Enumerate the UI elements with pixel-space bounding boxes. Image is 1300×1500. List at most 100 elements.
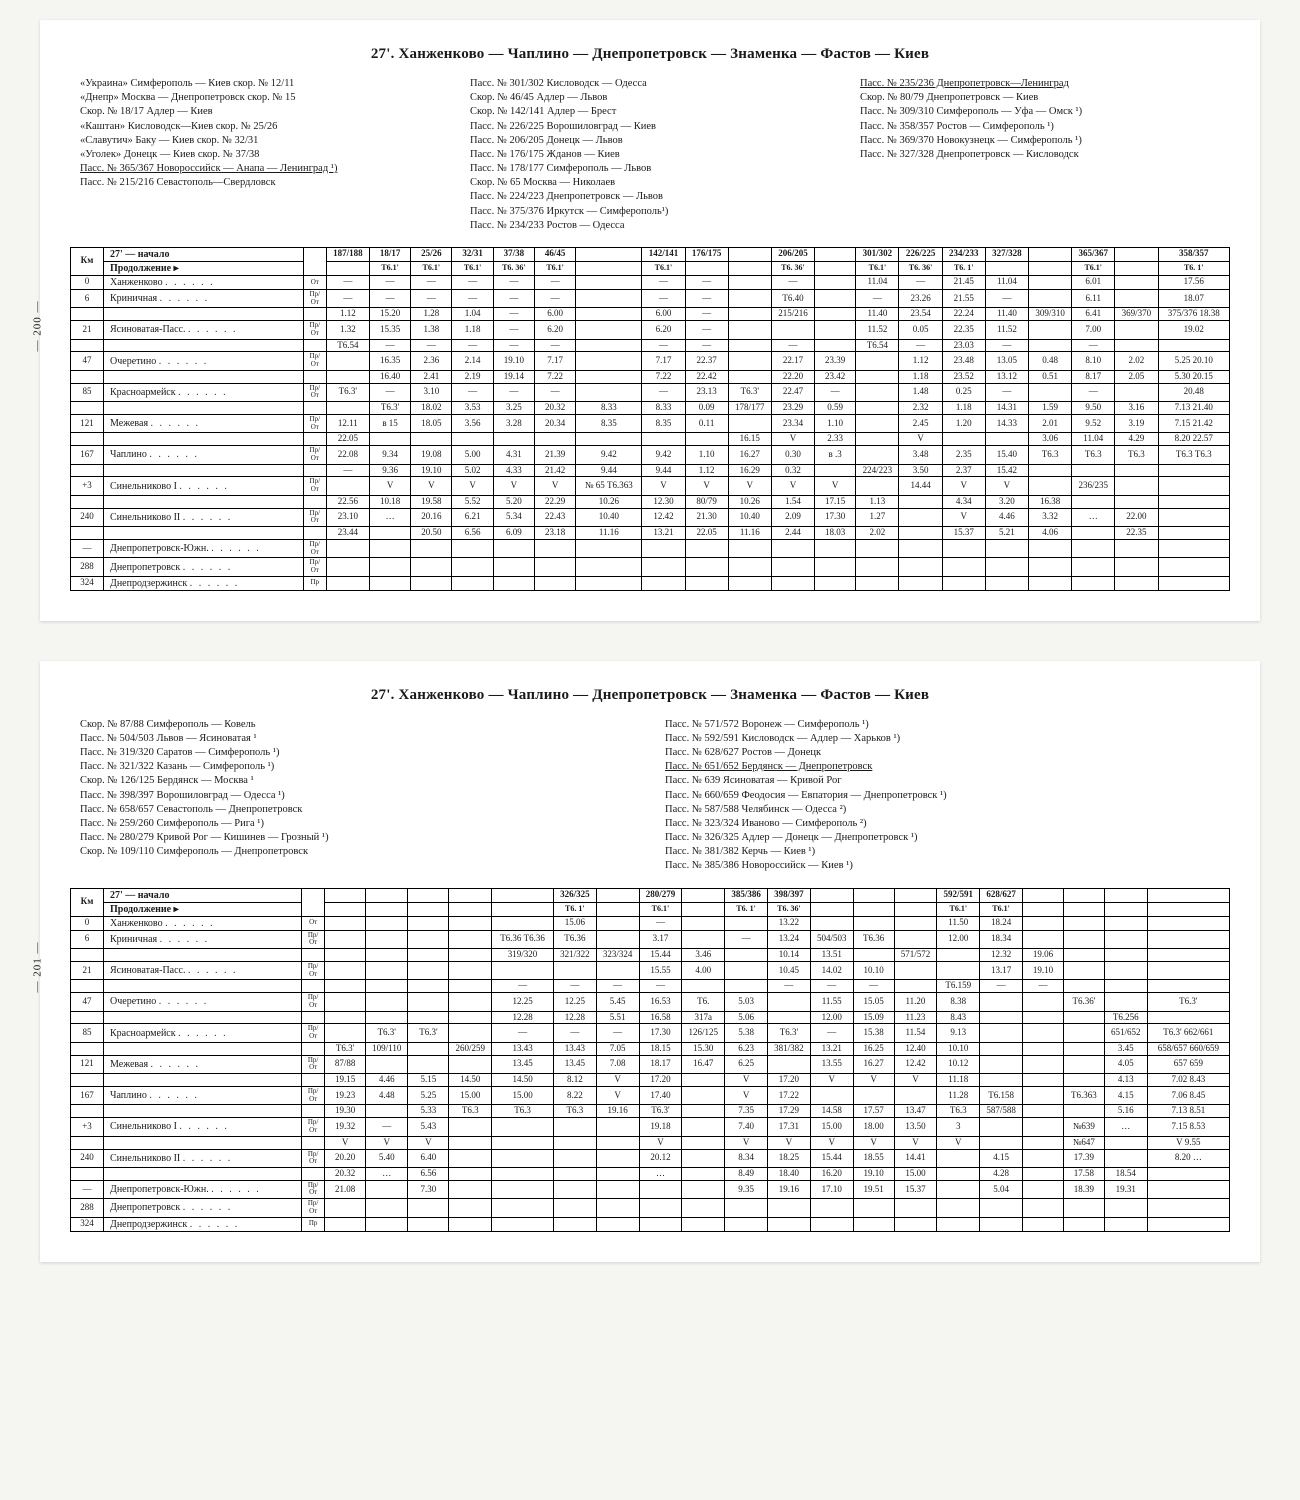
arr-dep: Пр — [303, 576, 326, 590]
train-number: 358/357 — [1158, 247, 1229, 261]
km-cell: 47 — [71, 993, 104, 1011]
time-cell — [369, 576, 410, 590]
time-cell: V — [894, 1074, 937, 1087]
train-number — [492, 888, 554, 902]
arr-dep: Пр/От — [302, 930, 325, 948]
station-name: Криничная — [104, 289, 304, 307]
time-cell: 13.50 — [894, 1118, 937, 1136]
time-cell: 13.24 — [767, 930, 810, 948]
time-cell: 11.28 — [937, 1086, 980, 1104]
time-cell — [980, 1118, 1023, 1136]
time-cell: 19.02 — [1158, 321, 1229, 339]
time-cell: 6.25 — [725, 1055, 768, 1073]
time-cell — [492, 1180, 554, 1198]
time-cell: 15.55 — [639, 961, 682, 979]
train-sub: Т6. 36' — [767, 902, 810, 916]
time-cell — [1104, 949, 1147, 962]
time-cell: 18.07 — [1158, 289, 1229, 307]
time-cell: 14.31 — [985, 402, 1028, 415]
route-line: «Уголек» Донецк — Киев скор. № 37/38 — [80, 148, 440, 162]
time-cell: 12.42 — [894, 1055, 937, 1073]
time-cell: 20.48 — [1158, 383, 1229, 401]
time-cell: 80/79 — [685, 495, 728, 508]
time-cell: 6.56 — [452, 527, 493, 540]
station-name: Синельниково II — [104, 1149, 302, 1167]
time-cell — [535, 540, 576, 558]
time-cell — [856, 540, 899, 558]
arr-dep: Пр/От — [302, 993, 325, 1011]
time-cell — [894, 916, 937, 930]
time-cell: 3.19 — [1115, 414, 1158, 432]
time-cell: Т6.3 — [1115, 446, 1158, 464]
time-cell: 22.29 — [535, 495, 576, 508]
time-cell: 20.50 — [411, 527, 452, 540]
time-cell: 0.51 — [1029, 370, 1072, 383]
time-cell: 2.32 — [899, 402, 942, 415]
time-cell: 19.18 — [639, 1118, 682, 1136]
arr-dep: Пр/От — [302, 1180, 325, 1198]
time-cell — [682, 1136, 725, 1149]
time-cell: — — [535, 275, 576, 289]
time-cell — [408, 1217, 449, 1231]
time-cell: №639 — [1063, 1118, 1104, 1136]
time-cell: 10.10 — [853, 961, 894, 979]
time-cell: 1.59 — [1029, 402, 1072, 415]
time-cell: Т6.256 — [1104, 1011, 1147, 1024]
route-line: Пасс. № 365/367 Новороссийск — Анапа — Л… — [80, 162, 440, 176]
time-cell — [411, 433, 452, 446]
time-cell: 19.32 — [325, 1118, 366, 1136]
train-sub: Т6.1' — [411, 261, 452, 275]
time-cell — [937, 1167, 980, 1180]
time-cell: 10.40 — [728, 508, 771, 526]
station-name: Ясиноватая-Пасс. — [104, 321, 304, 339]
time-cell: 13.21 — [810, 1042, 853, 1055]
time-cell — [493, 540, 534, 558]
time-cell: 1.12 — [326, 308, 369, 321]
km-cell: 240 — [71, 508, 104, 526]
time-cell — [493, 576, 534, 590]
time-cell — [553, 961, 596, 979]
time-cell: V — [725, 1074, 768, 1087]
time-cell — [980, 1136, 1023, 1149]
time-cell: 0.11 — [685, 414, 728, 432]
time-cell: 8.17 — [1072, 370, 1115, 383]
time-cell — [1104, 1136, 1147, 1149]
route-line: Пасс. № 235/236 Днепропетровск—Ленинград — [860, 77, 1220, 91]
time-cell: 19.31 — [1104, 1180, 1147, 1198]
time-cell — [728, 339, 771, 352]
time-cell — [980, 993, 1023, 1011]
time-cell — [899, 495, 942, 508]
time-cell — [1104, 993, 1147, 1011]
time-cell — [899, 508, 942, 526]
time-cell — [985, 558, 1028, 576]
time-cell: 8.38 — [937, 993, 980, 1011]
time-cell: 19.23 — [325, 1086, 366, 1104]
time-cell: 4.46 — [985, 508, 1028, 526]
train-number — [815, 247, 856, 261]
train-routes-list: Скор. № 87/88 Симферополь — КовельПасс. … — [70, 718, 1230, 874]
time-cell — [408, 949, 449, 962]
time-cell: 1.20 — [942, 414, 985, 432]
time-cell — [449, 930, 492, 948]
time-cell — [492, 1136, 554, 1149]
train-number — [853, 888, 894, 902]
time-cell: 4.06 — [1029, 527, 1072, 540]
time-cell: 23.13 — [685, 383, 728, 401]
station-name: Красноармейск — [104, 383, 304, 401]
time-cell — [449, 916, 492, 930]
time-cell: 10.26 — [728, 495, 771, 508]
time-cell: — — [493, 275, 534, 289]
time-cell — [1072, 495, 1115, 508]
arr-dep: Пр — [302, 1217, 325, 1231]
time-cell — [725, 949, 768, 962]
time-cell: — — [535, 383, 576, 401]
time-cell: 321/322 — [553, 949, 596, 962]
time-cell — [326, 402, 369, 415]
time-cell: 3.10 — [411, 383, 452, 401]
time-cell: 5.45 — [596, 993, 639, 1011]
time-cell: 18.39 — [1063, 1180, 1104, 1198]
time-cell — [411, 576, 452, 590]
time-cell — [682, 1074, 725, 1087]
station-name: Днепропетровск-Южн. — [104, 540, 304, 558]
train-number: 176/175 — [685, 247, 728, 261]
